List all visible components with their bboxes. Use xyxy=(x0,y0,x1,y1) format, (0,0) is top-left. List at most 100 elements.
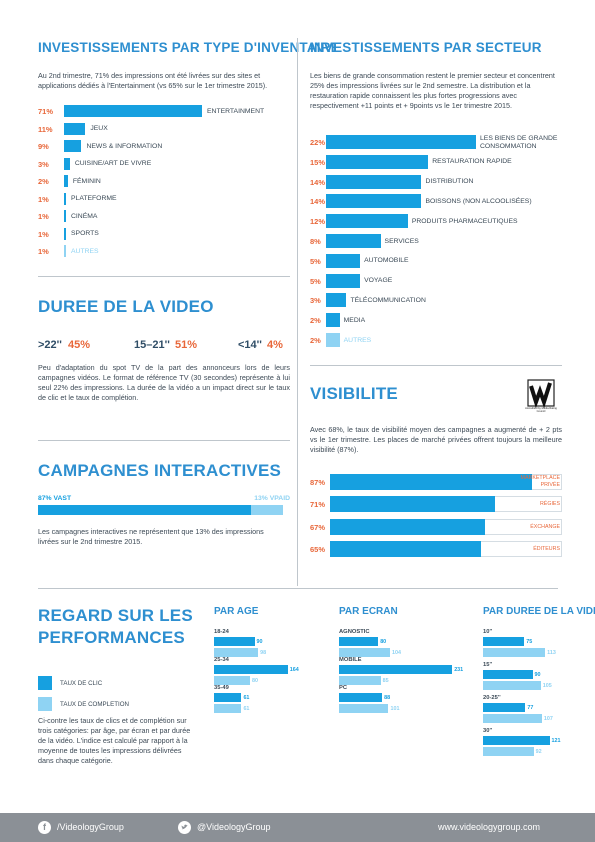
bar-value-label: 9% xyxy=(38,142,49,151)
bar-completion xyxy=(339,704,389,713)
perf-chart-title: PAR DUREE DE LA VIDEO xyxy=(483,606,595,617)
bar-category-label: RESTAURATION RAPIDE xyxy=(432,158,512,166)
bar-value-label: 80 xyxy=(380,639,387,645)
bar-completion xyxy=(214,704,242,713)
bar-value-label: 80 xyxy=(252,678,258,684)
bar xyxy=(330,518,486,535)
twitter-icon[interactable] xyxy=(178,821,191,834)
bar xyxy=(330,474,532,490)
bar-value-label: 12% xyxy=(310,217,326,227)
bar xyxy=(64,227,66,240)
interactives-text: Les campagnes interactives ne représente… xyxy=(38,527,264,546)
bar-value-label: 105 xyxy=(542,683,552,689)
bar xyxy=(64,157,70,170)
bar xyxy=(326,234,381,248)
bar-value-label: 1% xyxy=(38,212,49,221)
bar xyxy=(330,496,495,513)
bar-clic xyxy=(483,670,533,679)
mrc-logo-text: Accredited by Media Rating Council xyxy=(525,407,557,413)
divider xyxy=(310,365,562,366)
inventaire-text: Au 2nd trimestre, 71% des impressions on… xyxy=(38,71,268,90)
mrc-logo: Accredited by Media Rating Council xyxy=(524,377,558,417)
bar-value-label: 14% xyxy=(310,197,326,207)
bar-category-label: AUTRES xyxy=(71,247,99,255)
website-link[interactable]: www.videologygroup.com xyxy=(438,822,541,832)
duree-value-3: 4% xyxy=(267,339,283,351)
bar-category-label: ÉDITEURS xyxy=(533,545,560,552)
performances-title-line2: PERFORMANCES xyxy=(38,628,185,647)
inventaire-title: INVESTISSEMENTS PAR TYPE D'INVENTAIRE xyxy=(38,40,340,55)
bar-category-label: RÉGIES xyxy=(539,501,560,508)
inventaire-chart: 71% ENTERTAINMENT 11% JEUX 9% NEWS & INFORMAT… xyxy=(38,105,290,263)
bar-value-label: 71% xyxy=(38,107,54,116)
bar xyxy=(326,214,408,229)
bar xyxy=(326,174,422,189)
secteur-chart: 22% LES BIENS DE GRANDE CONSOMMATION 15% RE… xyxy=(310,135,570,355)
bar-value-label: 67% xyxy=(310,522,326,532)
bar-value-label: 1% xyxy=(38,229,49,239)
bar-clic xyxy=(339,637,379,646)
perf-chart-title: PAR ECRAN xyxy=(339,606,398,617)
bar-value-label: 2% xyxy=(310,336,321,345)
bar-clic xyxy=(483,736,550,745)
bar-value-label: 101 xyxy=(390,706,400,712)
bar-clic xyxy=(339,665,453,674)
bar-completion xyxy=(214,676,250,685)
bar-value-label: 3% xyxy=(38,159,49,169)
bar-category-label: PLATEFORME xyxy=(71,195,117,202)
bar-category-label: SERVICES xyxy=(384,237,419,245)
bar-completion xyxy=(483,681,541,690)
bar-value-label: 85 xyxy=(382,678,389,684)
vertical-divider xyxy=(297,38,298,586)
bar xyxy=(326,273,361,288)
visibilite-title: VISIBILITE xyxy=(310,384,398,403)
mrc-logo-icon xyxy=(527,379,555,409)
bar-value-label: 231 xyxy=(454,667,464,673)
bar xyxy=(326,293,347,308)
bar-value-label: 11% xyxy=(38,124,53,134)
bar-clic xyxy=(214,693,242,702)
bar-value-label: 61 xyxy=(243,706,250,712)
bar-vpaid xyxy=(251,505,283,515)
bar-category-label: MEDIA xyxy=(343,316,366,324)
bar-value-label: 3% xyxy=(310,296,321,306)
footer: f /VideologyGroup @VideologyGroup www.vi… xyxy=(0,813,595,842)
facebook-link[interactable]: /VideologyGroup xyxy=(57,822,124,832)
bar-value-label: 8% xyxy=(310,237,321,246)
facebook-icon[interactable]: f xyxy=(38,821,51,834)
bar-value-label: 90 xyxy=(534,672,541,678)
perf-category-label: 35-49 xyxy=(214,685,229,691)
bar xyxy=(326,194,422,209)
twitter-link[interactable]: @VideologyGroup xyxy=(197,822,271,832)
perf-category-label: MOBILE xyxy=(339,657,362,663)
secteur-title: INVESTISSEMENTS PAR SECTEUR xyxy=(310,40,542,55)
bar xyxy=(330,540,481,557)
bar-category-label: SPORTS xyxy=(71,230,99,237)
bar-category-label: MARKETPLACE PRIVÉE xyxy=(520,475,560,488)
bar-clic xyxy=(483,637,525,646)
bar xyxy=(326,313,340,328)
bar-category-label: VOYAGE xyxy=(364,277,393,285)
bar xyxy=(326,253,361,268)
perf-category-label: 18-24 xyxy=(214,629,229,635)
bar xyxy=(64,105,202,117)
bar-category-label: JEUX xyxy=(90,125,108,132)
duree-text: Peu d'adaptation du spot TV de la part d… xyxy=(38,363,290,402)
bar xyxy=(64,140,82,152)
bar-category-label: LES BIENS DE GRANDE CONSOMMATION xyxy=(480,135,558,150)
bar-clic xyxy=(339,693,383,702)
duree-title: DUREE DE LA VIDEO xyxy=(38,297,214,316)
bar-value-label: 75 xyxy=(526,639,533,645)
bar xyxy=(326,154,429,169)
bar-category-label: BOISSONS (NON ALCOOLISÉES) xyxy=(425,197,532,205)
interactives-chart: 87% VAST 13% VPAID xyxy=(38,495,290,519)
bar-vast xyxy=(38,505,252,515)
bar-value-label: 14% xyxy=(310,177,326,187)
bar-completion xyxy=(214,648,259,657)
bar-value-label: 164 xyxy=(289,667,299,673)
performances-title-line1: REGARD SUR LES xyxy=(38,606,193,625)
bar-value-label: 61 xyxy=(243,695,250,701)
visibilite-text: Avec 68%, le taux de visibilité moyen de… xyxy=(310,425,562,454)
visibilite-chart: 87% MARKETPLACE PRIVÉE 71% RÉGIES 67% ÉXCHANG… xyxy=(310,474,562,564)
